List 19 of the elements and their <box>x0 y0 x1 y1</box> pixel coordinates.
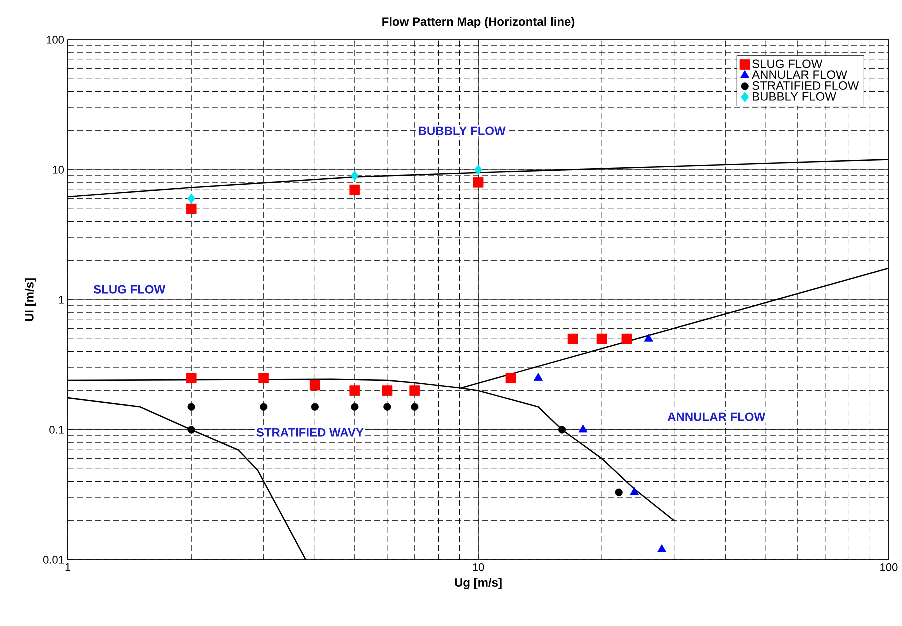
y-tick-label: 10 <box>53 166 64 174</box>
y-tick-label: 0.1 <box>50 426 64 434</box>
annotation: ANNULAR FLOW <box>668 412 766 422</box>
legend-label: STRATIFIED FLOW <box>752 82 860 90</box>
x-tick-label: 100 <box>880 564 898 572</box>
legend-label: ANNULAR FLOW <box>752 70 848 80</box>
x-tick-label: 10 <box>473 564 484 572</box>
x-tick-label: 1 <box>66 564 71 572</box>
annotation: SLUG FLOW <box>94 285 166 294</box>
chart-title: Flow Pattern Map (Horizontal line) <box>382 17 575 28</box>
annotation: BUBBLY FLOW <box>419 126 506 136</box>
y-tick-label: 100 <box>46 36 64 44</box>
annotation: STRATIFIED WAVY <box>256 428 364 437</box>
y-tick-label: 1 <box>59 296 64 304</box>
y-axis-title: Ul [m/s] <box>25 278 36 322</box>
y-tick-label: 0.01 <box>43 556 64 564</box>
legend-label: BUBBLY FLOW <box>753 92 836 101</box>
x-axis-title: Ug [m/s] <box>455 578 502 590</box>
legend-label: SLUG FLOW <box>752 60 823 68</box>
